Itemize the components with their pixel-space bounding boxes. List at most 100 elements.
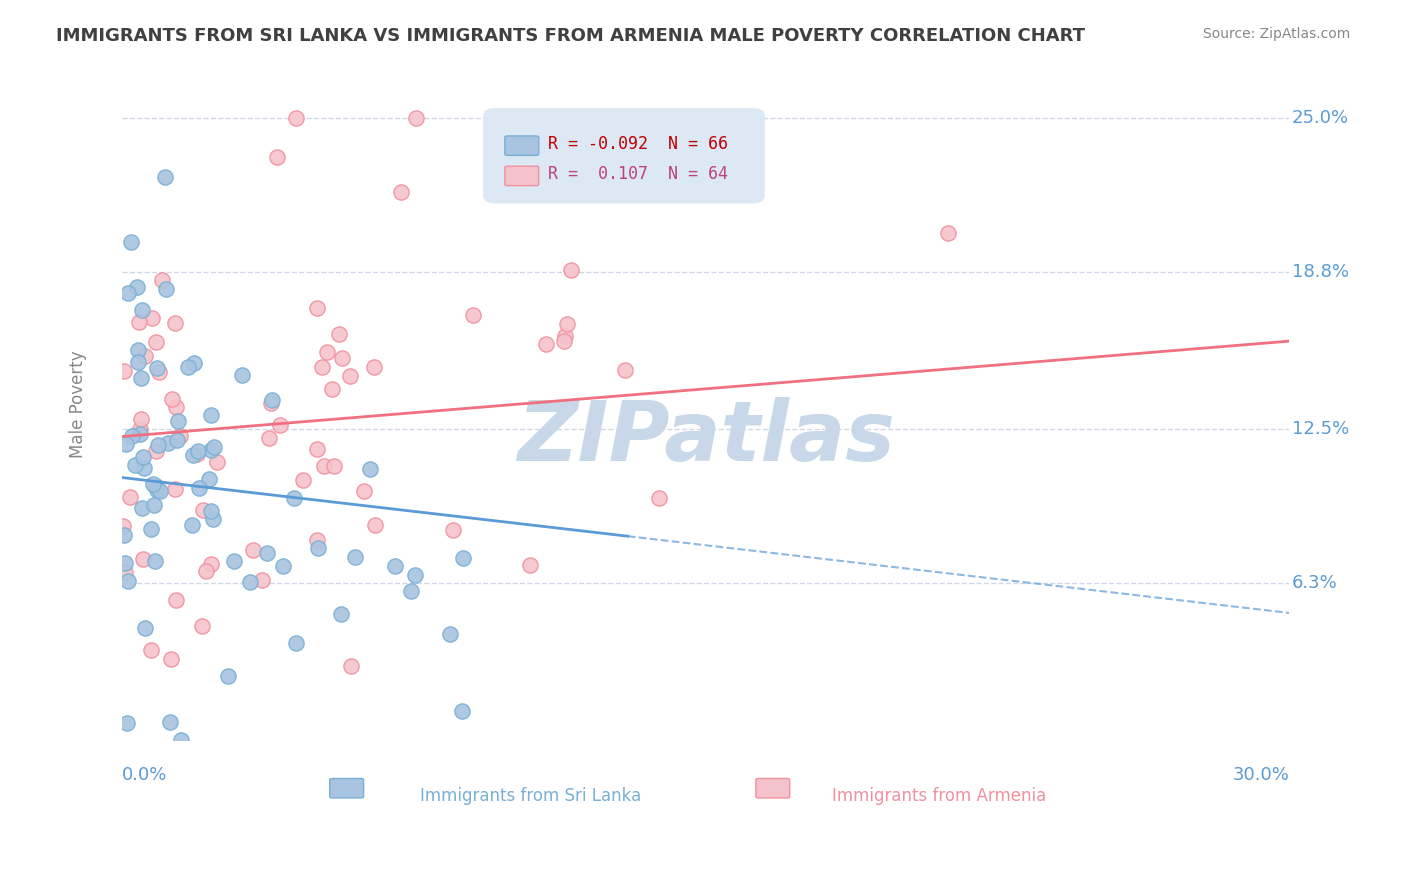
Point: [316, 345, 339, 359]
Point: [118, 491, 141, 505]
Point: [405, 112, 427, 126]
FancyBboxPatch shape: [756, 779, 790, 798]
Point: [125, 279, 148, 293]
Text: 6.3%: 6.3%: [1292, 574, 1337, 592]
Point: [202, 440, 225, 454]
Point: [364, 517, 387, 532]
Point: [239, 574, 262, 589]
Point: [201, 511, 224, 525]
Point: [143, 498, 166, 512]
Point: [134, 621, 156, 635]
Text: ZIPatlas: ZIPatlas: [517, 397, 894, 478]
Point: [131, 500, 153, 515]
Point: [200, 504, 222, 518]
FancyBboxPatch shape: [330, 779, 364, 798]
Point: [132, 552, 155, 566]
Point: [328, 326, 350, 341]
Point: [132, 450, 155, 465]
Point: [363, 360, 385, 375]
Text: IMMIGRANTS FROM SRI LANKA VS IMMIGRANTS FROM ARMENIA MALE POVERTY CORRELATION CH: IMMIGRANTS FROM SRI LANKA VS IMMIGRANTS …: [56, 27, 1085, 45]
Point: [145, 478, 167, 492]
Point: [614, 363, 637, 377]
Point: [307, 442, 329, 456]
Point: [217, 669, 239, 683]
Point: [450, 704, 472, 718]
Point: [260, 396, 283, 410]
Text: 25.0%: 25.0%: [1292, 109, 1348, 128]
Text: Source: ZipAtlas.com: Source: ZipAtlas.com: [1202, 27, 1350, 41]
Point: [256, 546, 278, 560]
Point: [163, 482, 186, 496]
Point: [141, 310, 163, 325]
Point: [194, 564, 217, 578]
FancyBboxPatch shape: [505, 136, 538, 155]
Point: [284, 636, 307, 650]
Point: [146, 483, 169, 498]
Point: [283, 491, 305, 505]
Point: [120, 235, 142, 250]
Point: [311, 360, 333, 375]
Point: [330, 351, 353, 365]
Point: [165, 400, 187, 414]
Point: [553, 334, 575, 349]
Point: [183, 356, 205, 370]
Point: [159, 715, 181, 730]
Point: [555, 317, 578, 331]
Point: [187, 444, 209, 458]
Point: [112, 364, 135, 378]
Point: [117, 574, 139, 588]
Point: [321, 382, 343, 396]
Point: [121, 429, 143, 443]
Point: [139, 522, 162, 536]
Point: [439, 626, 461, 640]
Text: R = -0.092  N = 66: R = -0.092 N = 66: [548, 135, 728, 153]
Point: [269, 418, 291, 433]
Point: [145, 443, 167, 458]
Point: [131, 303, 153, 318]
Point: [183, 449, 205, 463]
Point: [117, 285, 139, 300]
Point: [186, 447, 208, 461]
Point: [231, 368, 253, 383]
Text: 0.0%: 0.0%: [122, 766, 167, 784]
Point: [167, 414, 190, 428]
Point: [200, 557, 222, 571]
Point: [166, 433, 188, 447]
Point: [451, 551, 474, 566]
Point: [169, 429, 191, 443]
Point: [242, 542, 264, 557]
Point: [389, 185, 412, 199]
Point: [554, 328, 576, 343]
Point: [177, 359, 200, 374]
Point: [353, 484, 375, 499]
Point: [165, 593, 187, 607]
Point: [307, 541, 329, 556]
Point: [330, 607, 353, 621]
Point: [198, 472, 221, 486]
FancyBboxPatch shape: [484, 109, 763, 202]
Point: [127, 343, 149, 357]
Point: [205, 455, 228, 469]
Point: [156, 436, 179, 450]
FancyBboxPatch shape: [505, 166, 538, 186]
Point: [115, 437, 138, 451]
Point: [187, 481, 209, 495]
Point: [399, 583, 422, 598]
Point: [292, 473, 315, 487]
Point: [139, 643, 162, 657]
Point: [257, 431, 280, 445]
Point: [145, 335, 167, 350]
Point: [148, 365, 170, 379]
Text: Immigrants from Sri Lanka: Immigrants from Sri Lanka: [420, 787, 641, 805]
Text: Immigrants from Armenia: Immigrants from Armenia: [832, 787, 1046, 805]
Point: [131, 370, 153, 384]
Point: [129, 411, 152, 425]
Point: [160, 652, 183, 666]
Point: [200, 442, 222, 457]
Point: [250, 573, 273, 587]
Point: [155, 282, 177, 296]
Point: [150, 272, 173, 286]
Text: 12.5%: 12.5%: [1292, 420, 1348, 438]
Text: 30.0%: 30.0%: [1233, 766, 1289, 784]
Point: [936, 226, 959, 240]
